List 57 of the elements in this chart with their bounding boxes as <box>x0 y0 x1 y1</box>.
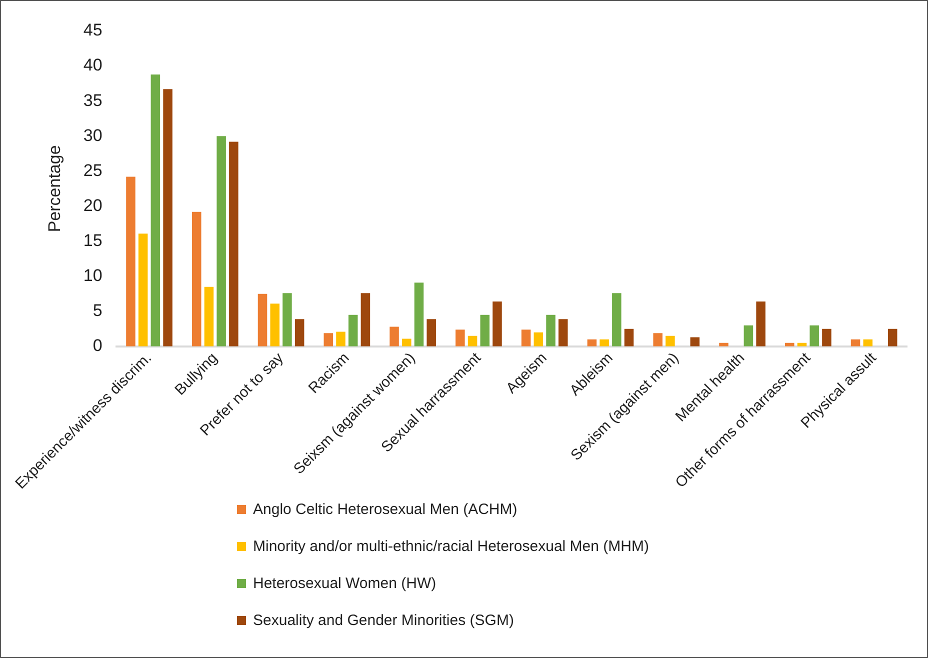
bar <box>270 304 280 346</box>
bar <box>150 74 160 346</box>
y-tick-label: 15 <box>83 230 102 250</box>
bar <box>612 293 622 346</box>
bar <box>822 328 832 346</box>
bar <box>426 319 436 346</box>
bar <box>521 330 531 346</box>
bar <box>390 326 399 346</box>
y-tick-label: 20 <box>83 196 102 215</box>
bar <box>138 234 148 346</box>
y-tick-label: 25 <box>83 160 102 180</box>
bar <box>546 314 556 346</box>
y-tick-label: 30 <box>83 126 102 145</box>
bar <box>294 319 304 346</box>
bar <box>414 282 424 346</box>
bar <box>163 89 172 346</box>
bar <box>558 319 568 346</box>
bar <box>324 333 334 346</box>
bar <box>126 176 136 346</box>
bar <box>348 314 358 346</box>
bar <box>666 336 675 346</box>
legend-label: Sexuality and Gender Minorities (SGM) <box>253 612 514 629</box>
bar <box>360 293 370 346</box>
bar <box>850 339 860 346</box>
bar <box>600 339 609 346</box>
bar <box>192 212 202 346</box>
bar <box>402 338 412 346</box>
y-tick-label: 5 <box>92 301 102 320</box>
bar <box>456 330 465 346</box>
bar <box>534 332 544 346</box>
bar <box>480 314 490 346</box>
y-tick-label: 0 <box>92 336 102 356</box>
bar <box>492 302 502 346</box>
y-tick-label: 45 <box>83 20 102 40</box>
y-tick-label: 10 <box>83 266 102 286</box>
bar <box>204 286 214 346</box>
bar <box>216 136 226 346</box>
bar <box>888 328 898 346</box>
bar <box>653 333 662 346</box>
y-tick-label: 35 <box>83 90 102 110</box>
bar <box>690 337 700 346</box>
legend-label: Anglo Celtic Heterosexual Men (ACHM) <box>253 501 518 518</box>
bar <box>587 339 597 346</box>
bar <box>468 336 478 346</box>
bar <box>336 332 346 346</box>
bar <box>229 142 238 346</box>
bar <box>744 325 754 346</box>
legend-label: Minority and/or multi-ethnic/racial Heterosexual Men (MHM) <box>253 538 649 555</box>
bar <box>624 328 634 346</box>
legend-label: Heterosexual Women (HW) <box>253 575 436 592</box>
bar <box>863 339 873 346</box>
y-tick-label: 40 <box>83 56 102 75</box>
bar <box>282 293 292 346</box>
bar <box>810 325 819 346</box>
bar <box>258 294 268 346</box>
y-axis-title: Percentage <box>44 145 64 232</box>
bar <box>756 302 766 346</box>
